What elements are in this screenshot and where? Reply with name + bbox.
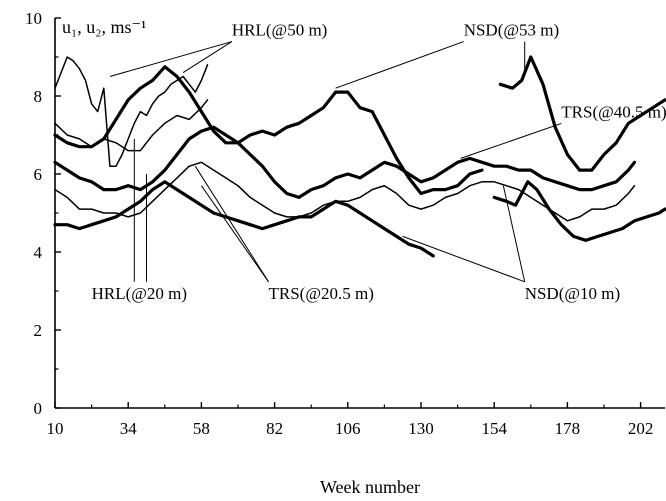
- y-tick-label: 2: [34, 321, 43, 340]
- annotation-leader-line: [194, 165, 269, 283]
- x-tick-label: 10: [47, 419, 64, 438]
- annotation-leader-line: [460, 122, 562, 159]
- series-annotation-label: TRS(@40.5 m): [561, 102, 666, 121]
- annotation-leader-line: [335, 41, 464, 89]
- series-line: [53, 180, 435, 258]
- annotation-leader-line: [402, 235, 525, 283]
- x-tick-label: 82: [266, 419, 283, 438]
- y-axis-label: u₁, u₂, ms⁻¹: [62, 17, 146, 37]
- series-line: [492, 180, 666, 242]
- series-line: [54, 56, 209, 167]
- series-annotation-label: HRL(@20 m): [92, 284, 187, 303]
- series-line: [53, 65, 484, 196]
- series-line: [53, 125, 637, 199]
- y-tick-label: 4: [34, 243, 43, 262]
- y-tick-label: 10: [25, 9, 42, 28]
- y-tick-label: 8: [34, 87, 43, 106]
- annotation-leader-line: [182, 41, 233, 74]
- x-tick-label: 130: [408, 419, 434, 438]
- series-annotation-label: HRL(@50 m): [232, 21, 327, 40]
- annotation-group: HRL(@50 m) NSD(@53 m) TRS(@40.5 m) HRL(@20 …: [92, 21, 666, 303]
- x-tick-label: 202: [628, 419, 654, 438]
- series-line: [54, 161, 636, 222]
- series-annotation-label: NSD(@53 m): [464, 21, 559, 40]
- x-axis-label: Week number: [320, 477, 420, 497]
- x-tick-label: 106: [335, 419, 361, 438]
- series-annotation-label: TRS(@20.5 m): [269, 284, 374, 303]
- x-tick-label: 178: [555, 419, 581, 438]
- y-tick-label: 6: [34, 165, 43, 184]
- x-tick-label: 58: [193, 419, 210, 438]
- annotation-leader-line: [109, 41, 233, 77]
- annotation-leader-line: [200, 185, 269, 283]
- series-annotation-label: NSD(@10 m): [525, 284, 620, 303]
- y-tick-label: 0: [34, 399, 43, 418]
- annotation-leader-line: [502, 185, 526, 282]
- x-tick-label: 154: [481, 419, 507, 438]
- x-tick-label: 34: [120, 419, 138, 438]
